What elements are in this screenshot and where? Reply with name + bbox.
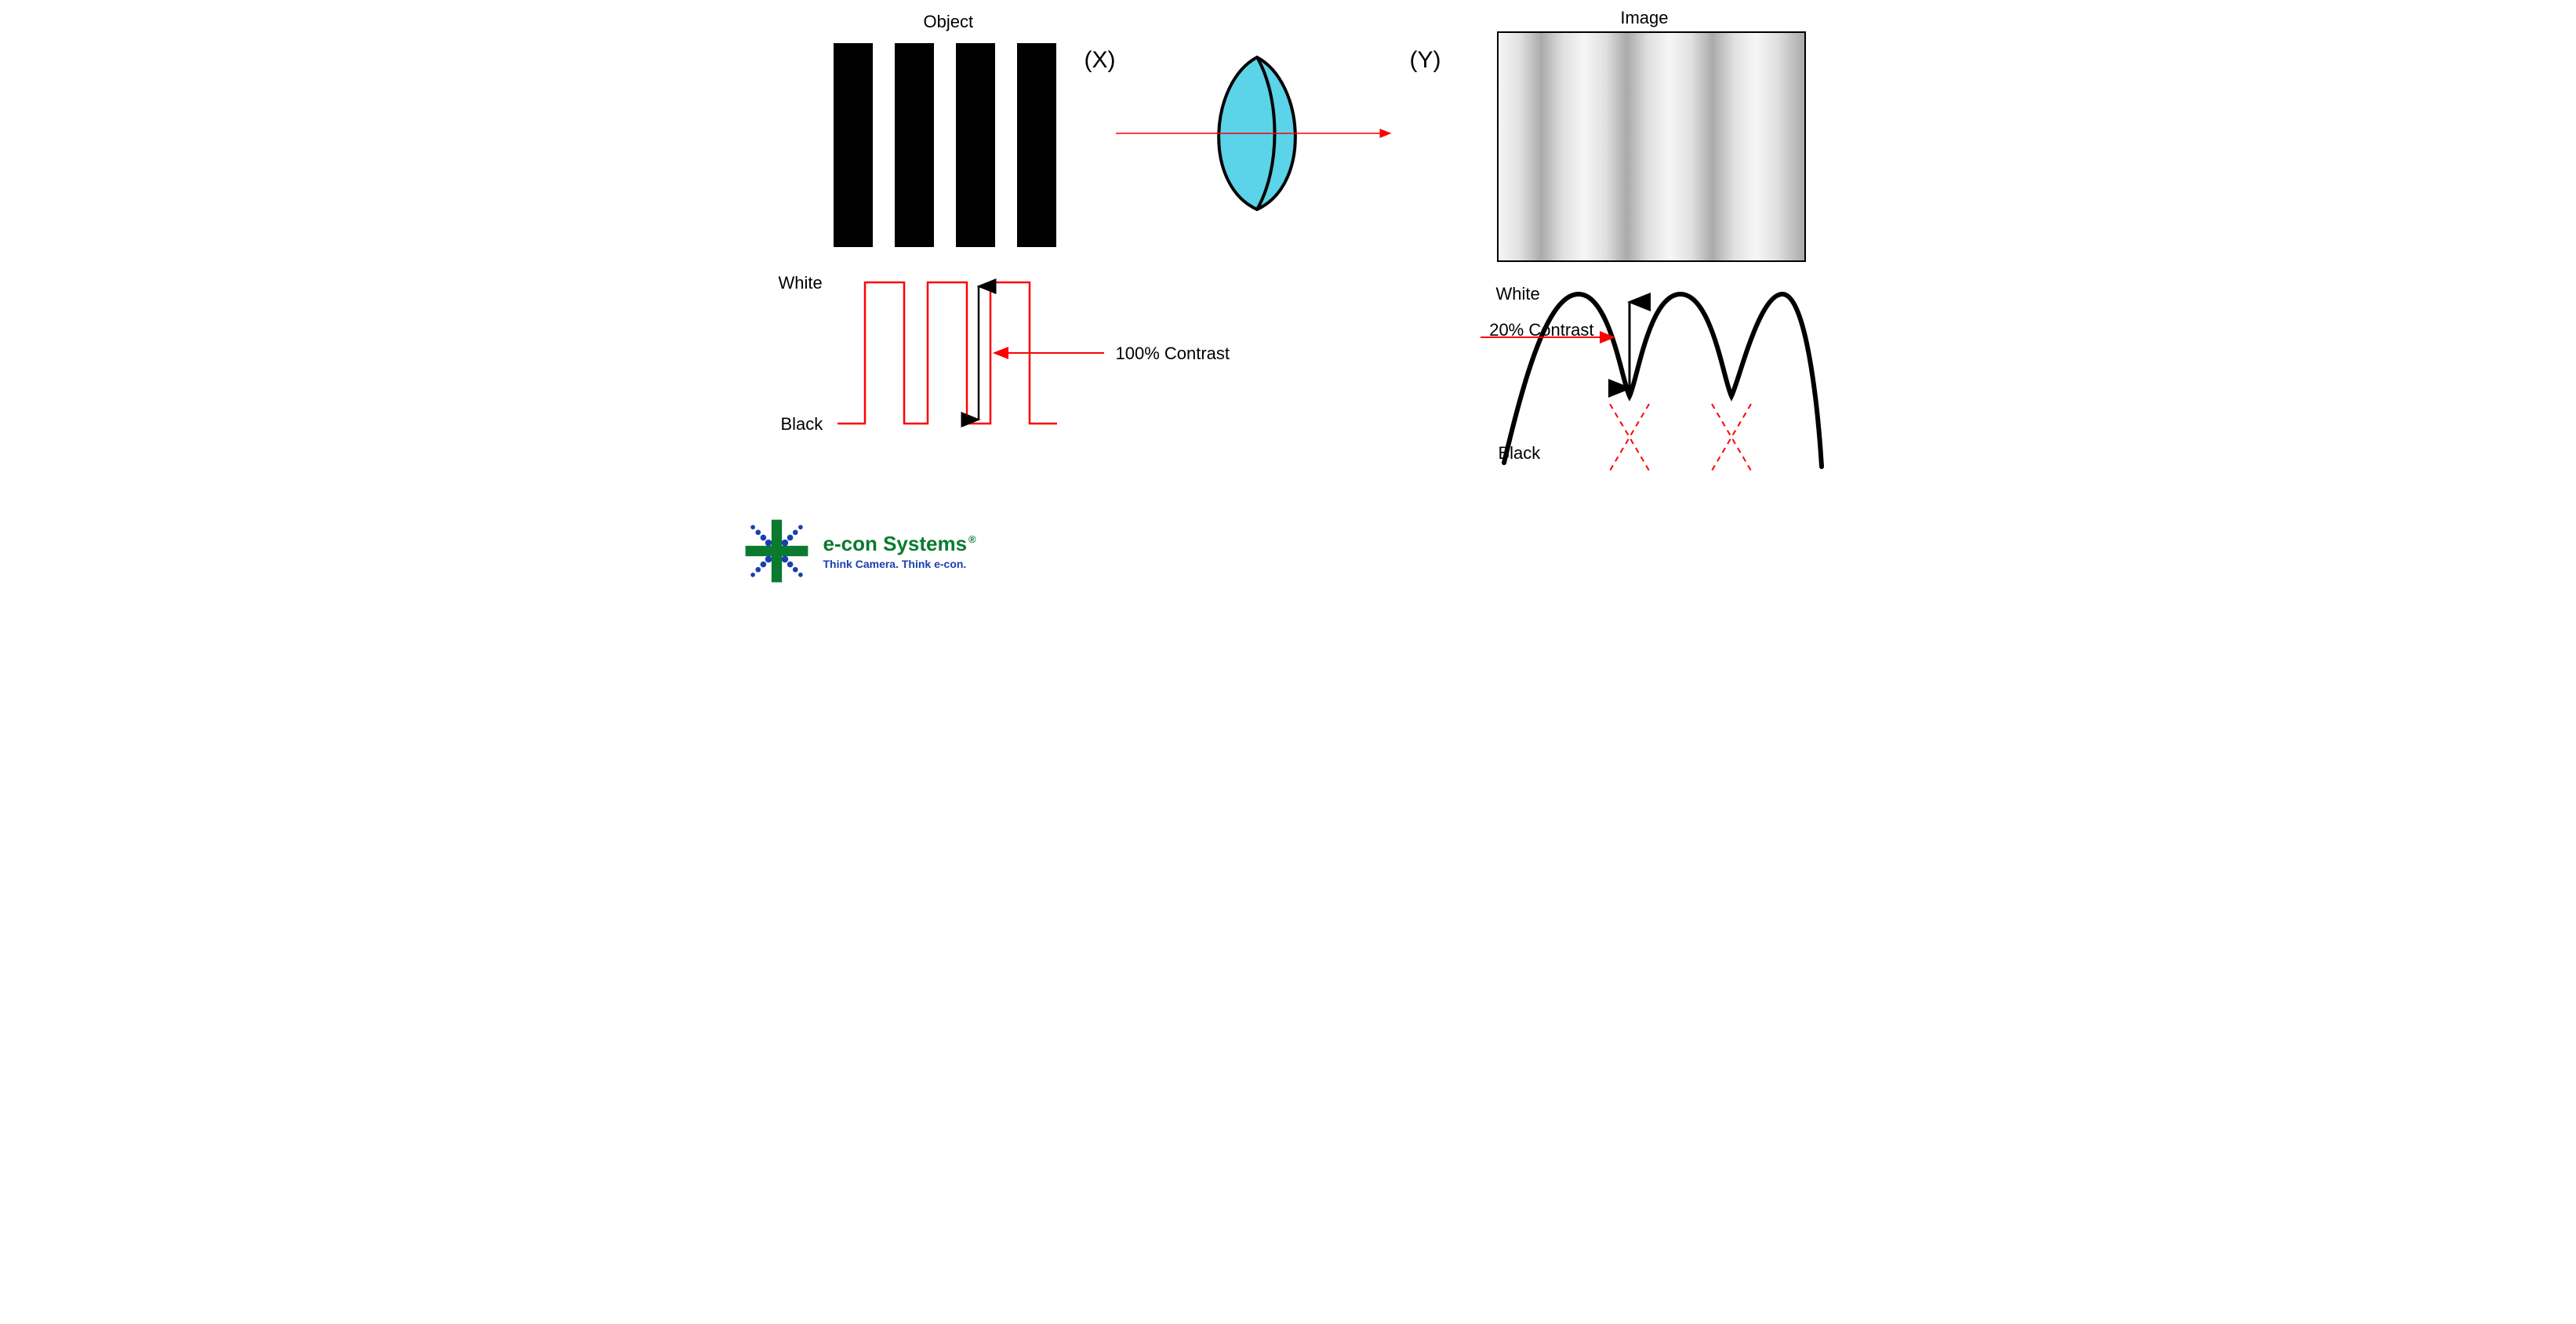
black-level-label-right: Black [1499, 443, 1541, 464]
optical-axis-arrow [1116, 125, 1398, 141]
object-title: Object [924, 12, 974, 32]
contrast-20-label: 20% Contrast [1453, 320, 1594, 340]
brand-logo: e-con Systems® Think Camera. Think e-con… [739, 514, 976, 588]
object-bar [895, 43, 934, 247]
diagram-canvas: Object Image (X) (Y) [700, 0, 1877, 604]
brand-tagline: Think Camera. Think e-con. [823, 558, 976, 570]
contrast-100-label: 100% Contrast [1116, 344, 1230, 364]
registered-mark: ® [968, 533, 976, 545]
image-blurred-pattern [1497, 31, 1806, 262]
brand-name: e-con Systems [823, 532, 968, 555]
object-bar [834, 43, 873, 247]
brand-logo-text: e-con Systems® Think Camera. Think e-con… [823, 532, 976, 570]
image-title: Image [1620, 8, 1668, 28]
white-level-label-left: White [779, 273, 823, 293]
x-marker: (X) [1085, 47, 1116, 74]
brand-logo-mark [739, 514, 814, 588]
object-bar [1017, 43, 1056, 247]
white-level-label-right: White [1496, 284, 1540, 304]
y-marker: (Y) [1410, 47, 1441, 74]
black-level-label-left: Black [781, 414, 823, 435]
object-bar-pattern [834, 43, 1061, 247]
image-intensity-plot [1492, 286, 1829, 498]
object-bar [956, 43, 995, 247]
contrast-pointer-left [990, 345, 1108, 361]
